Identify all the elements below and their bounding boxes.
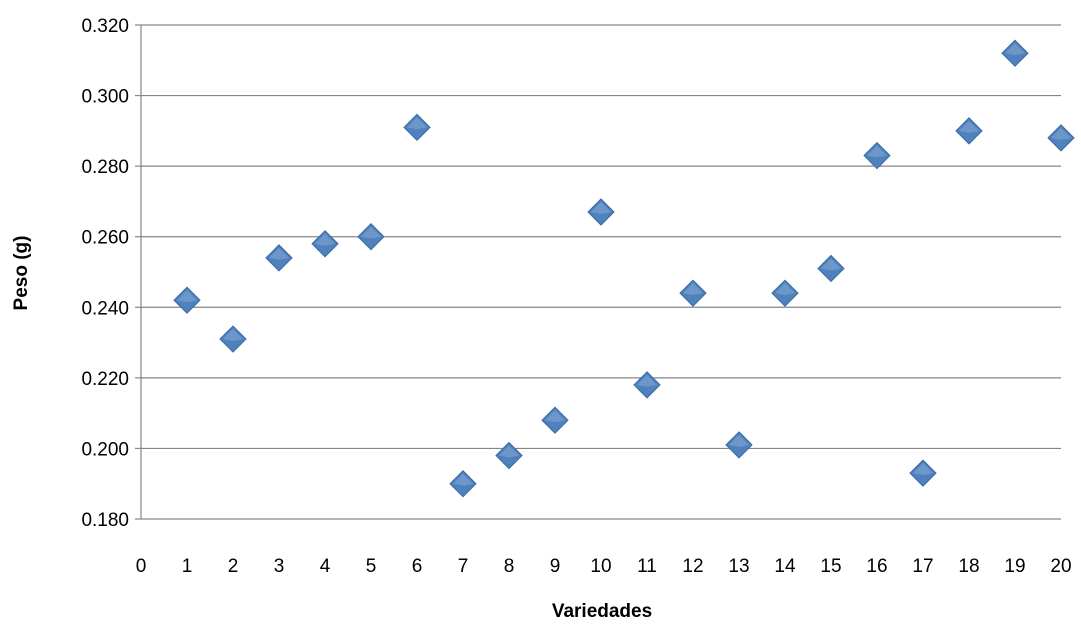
x-tick-label: 6 [412,556,423,577]
x-tick-label: 17 [912,556,933,577]
data-points [173,39,1075,498]
y-tick-label: 0.220 [81,369,129,390]
data-point [587,198,615,226]
y-axis-title: Peso (g) [11,236,32,311]
data-point [1047,124,1075,152]
x-tick-label: 11 [637,556,657,577]
y-tick-label: 0.200 [81,439,129,460]
data-point [679,279,707,307]
x-tick-labels: 0 1 2 3 4 5 6 7 8 9 10 11 12 13 14 15 16 17 18 19 20 [136,556,1072,577]
data-point [725,431,753,459]
data-point [771,279,799,307]
x-tick-label: 3 [274,556,285,577]
y-tick-label: 0.280 [81,157,129,178]
x-tick-label: 7 [458,556,469,577]
x-tick-label: 15 [820,556,841,577]
data-point [357,223,385,251]
data-point [311,230,339,258]
x-tick-label: 19 [1004,556,1025,577]
data-point [449,470,477,498]
x-axis-title: Variedades [552,601,652,622]
x-tick-label: 9 [550,556,561,577]
x-tick-label: 16 [866,556,887,577]
y-tick-label: 0.240 [81,298,129,319]
axes [135,24,1061,520]
data-point [173,286,201,314]
data-point [541,406,569,434]
data-point [1001,39,1029,67]
data-point [633,371,661,399]
y-tick-label: 0.260 [81,228,129,249]
data-point [265,244,293,272]
x-tick-label: 4 [320,556,331,577]
y-tick-label: 0.180 [81,510,129,531]
x-tick-label: 10 [590,556,611,577]
x-tick-label: 0 [136,556,147,577]
x-tick-label: 14 [774,556,796,577]
data-point [219,325,247,353]
data-point [403,113,431,142]
x-tick-label: 2 [228,556,239,577]
data-point [863,141,891,170]
data-point [495,441,523,470]
data-point [955,117,983,145]
y-tick-label: 0.300 [81,87,129,108]
x-tick-label: 18 [958,556,979,577]
x-tick-label: 13 [728,556,749,577]
x-tick-label: 8 [504,556,515,577]
gridlines [141,24,1061,450]
x-tick-label: 12 [682,556,703,577]
x-tick-label: 20 [1050,556,1071,577]
y-tick-label: 0.320 [81,16,129,37]
data-point [817,254,845,283]
data-point [909,459,937,487]
y-tick-labels: 0.180 0.200 0.220 0.240 0.260 0.280 0.300 0.320 [81,16,129,531]
x-tick-label: 1 [182,556,193,577]
x-tick-label: 5 [366,556,377,577]
